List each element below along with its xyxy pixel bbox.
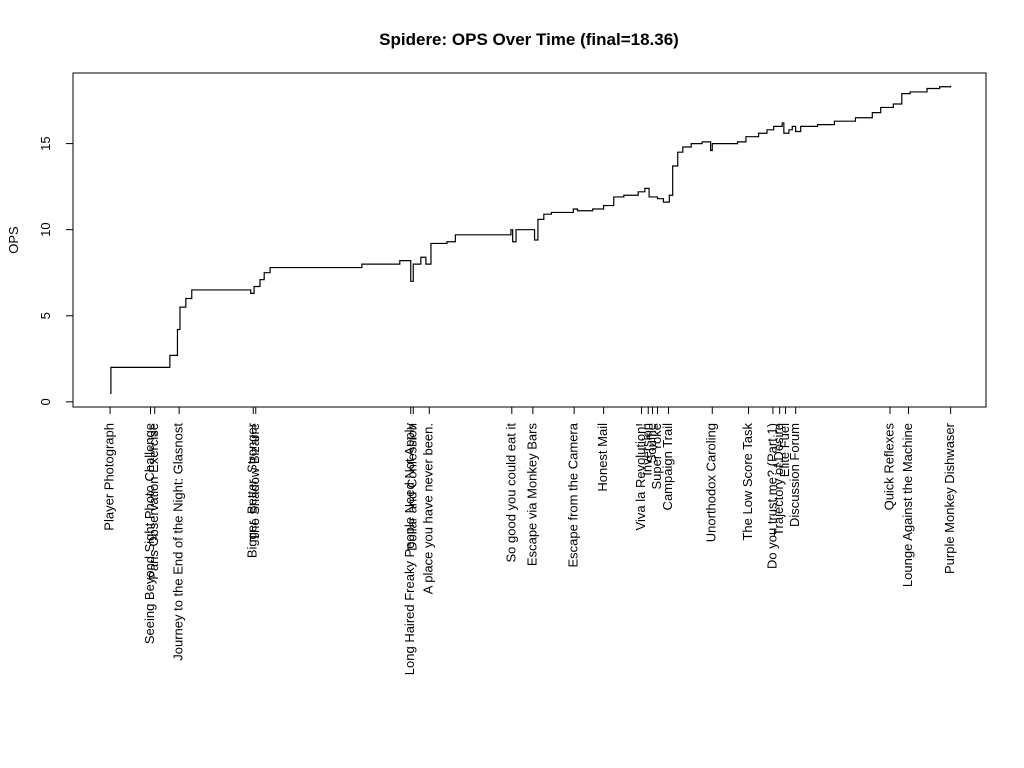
x-tick-label: Campaign Trail [660,423,675,511]
x-tick-label: So good you could eat it [503,423,518,563]
x-tick-label: The Shadow Bizarre [247,423,262,541]
x-tick-label: Viva la Revolution! [633,423,648,530]
ops-line [110,85,952,394]
x-tick-label: Purple Monkey Dishwaser [942,422,957,574]
x-tick-label: Unorthodox Caroling [704,423,719,542]
x-tick-label: Escape via Monkey Bars [524,423,539,567]
x-tick-label: Inversion [640,423,655,476]
x-tick-label: Dollar and Confession [405,423,420,551]
x-tick-label: Do you trust me? (Part 1) [764,423,779,569]
y-tick-label: 10 [38,222,53,236]
plot-frame [72,72,987,408]
x-tick-label: Journey to the End of the Night: Glasnos… [171,423,186,661]
x-tick-label: Player Photograph [101,423,116,531]
x-tick-label: Super Yoke [649,423,664,490]
y-axis-label: OPS [6,226,21,254]
x-tick-label: Honest Mail [595,423,610,492]
x-tick-label: Lounge Against the Machine [900,423,915,587]
x-tick-label: Elite Fuel [777,423,792,477]
chart-title: Spidere: OPS Over Time (final=18.36) [379,30,679,49]
x-tick-label: Souffle [644,423,659,463]
x-tick-label: Escape from the Camera [566,422,581,567]
x-tick-label: Paris Observation Exercise [146,423,161,580]
x-tick-label: Seeing Beyond Sight Photo Challenge [142,423,157,644]
y-tick-label: 0 [38,398,53,405]
x-tick-label: Trajectory of Desire [771,423,786,536]
x-tick-label: Quick Reflexes [881,423,896,511]
x-tick-label: Long Haired Freaky People Need Not Apply [402,423,417,676]
x-tick-label: A place you have never been. [421,423,436,594]
y-tick-label: 5 [38,312,53,319]
x-tick-label: Discussion Forum [787,423,802,527]
y-tick-label: 15 [38,136,53,150]
x-tick-label: The Low Score Task [740,423,755,541]
x-tick-label: Bigger, Better, Stronger [245,422,260,558]
